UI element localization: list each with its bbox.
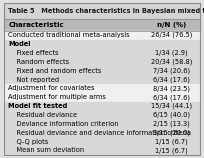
Text: 6/34 (17.6): 6/34 (17.6) <box>153 76 190 83</box>
Bar <box>4 84 200 93</box>
Text: Characteristic: Characteristic <box>8 22 64 28</box>
Text: 1/34 (2.9): 1/34 (2.9) <box>155 50 188 56</box>
Bar <box>4 49 200 57</box>
Text: 7/34 (20.6): 7/34 (20.6) <box>153 67 190 74</box>
Text: 8/34 (23.5): 8/34 (23.5) <box>153 85 190 92</box>
Bar <box>4 75 200 84</box>
Text: Model fit tested: Model fit tested <box>8 103 67 109</box>
Bar <box>4 66 200 75</box>
Bar <box>4 146 200 155</box>
Text: Fixed effects: Fixed effects <box>8 50 59 56</box>
Text: 20/34 (58.8): 20/34 (58.8) <box>151 59 192 65</box>
Bar <box>4 40 200 49</box>
Text: 2/15 (13.3): 2/15 (13.3) <box>153 121 190 127</box>
Text: Fixed and random effects: Fixed and random effects <box>8 68 102 74</box>
Text: 26/34 (76.5): 26/34 (76.5) <box>151 32 192 39</box>
Text: Table 5   Methods characteristics in Bayesian mixed treatment comparisons: Table 5 Methods characteristics in Bayes… <box>8 8 204 14</box>
Text: 6/15 (40.0): 6/15 (40.0) <box>153 112 190 118</box>
Text: Adjustment for covariates: Adjustment for covariates <box>8 85 95 91</box>
Text: n/N (%): n/N (%) <box>157 22 186 28</box>
Text: Deviance information criterion: Deviance information criterion <box>8 121 119 127</box>
Text: 3/15 (20.0): 3/15 (20.0) <box>153 129 190 136</box>
Text: 1/15 (6.7): 1/15 (6.7) <box>155 147 188 154</box>
Bar <box>4 57 200 66</box>
Bar <box>4 111 200 119</box>
Bar <box>4 3 200 19</box>
Bar <box>4 19 200 31</box>
Text: Not reported: Not reported <box>8 76 59 82</box>
Bar <box>4 102 200 111</box>
Text: Residual deviance and deviance information criteria: Residual deviance and deviance informati… <box>8 130 191 136</box>
Text: 6/34 (17.6): 6/34 (17.6) <box>153 94 190 100</box>
Text: 1/15 (6.7): 1/15 (6.7) <box>155 138 188 145</box>
Text: Conducted traditional meta-analysis: Conducted traditional meta-analysis <box>8 32 130 38</box>
Text: Mean sum deviation: Mean sum deviation <box>8 147 84 153</box>
Text: 15/34 (44.1): 15/34 (44.1) <box>151 103 192 109</box>
Text: Residual deviance: Residual deviance <box>8 112 77 118</box>
Text: Q-Q plots: Q-Q plots <box>8 139 48 145</box>
Text: Random effects: Random effects <box>8 59 69 65</box>
Bar <box>4 128 200 137</box>
Text: Adjustment for multiple arms: Adjustment for multiple arms <box>8 94 106 100</box>
Bar <box>4 31 200 40</box>
Text: Model: Model <box>8 41 31 47</box>
Bar <box>4 93 200 102</box>
Bar <box>4 137 200 146</box>
Bar <box>4 119 200 128</box>
